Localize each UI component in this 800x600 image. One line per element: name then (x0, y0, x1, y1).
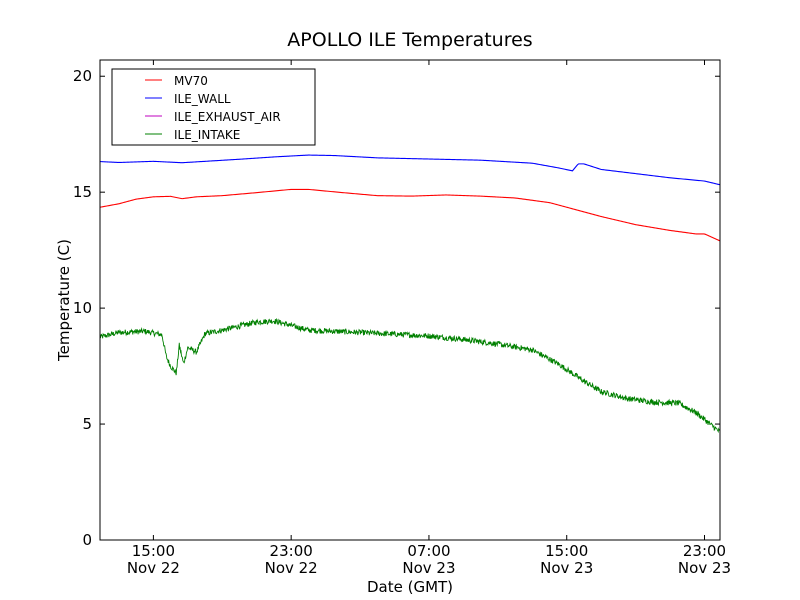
series-line-ile-wall (99, 154, 721, 186)
y-tick-label: 20 (73, 67, 92, 85)
x-tick-label-date: Nov 22 (265, 559, 318, 577)
legend-label: ILE_EXHAUST_AIR (174, 110, 281, 124)
legend-label: MV70 (174, 74, 208, 88)
series-layer (99, 154, 721, 434)
x-tick-label-date: Nov 23 (540, 559, 593, 577)
x-tick-label-time: 07:00 (407, 542, 450, 560)
legend-box (111, 68, 316, 146)
legend-label: ILE_INTAKE (174, 128, 240, 142)
series-line-mv70 (99, 188, 721, 242)
legend: MV70 ILE_WALL ILE_EXHAUST_AIR ILE_INTAKE (111, 68, 316, 146)
series-line-ile-intake (99, 317, 721, 434)
plot-frame (99, 59, 721, 541)
x-tick-label-date: Nov 23 (678, 559, 731, 577)
x-tick-label-time: 23:00 (270, 542, 313, 560)
x-tick-label-time: 23:00 (683, 542, 726, 560)
y-axis-label: Temperature (C) (55, 239, 73, 362)
x-tick-label-date: Nov 22 (127, 559, 180, 577)
y-tick-label: 10 (73, 299, 92, 317)
x-tick-label-date: Nov 23 (402, 559, 455, 577)
chart-title: APOLLO ILE Temperatures (287, 29, 532, 51)
y-tick-label: 0 (82, 531, 92, 549)
y-tick-label: 15 (73, 183, 92, 201)
x-axis-label: Date (GMT) (367, 578, 453, 596)
x-tick-label-time: 15:00 (545, 542, 588, 560)
legend-label: ILE_WALL (174, 92, 231, 106)
y-tick-label: 5 (82, 415, 92, 433)
x-tick-label-time: 15:00 (132, 542, 175, 560)
